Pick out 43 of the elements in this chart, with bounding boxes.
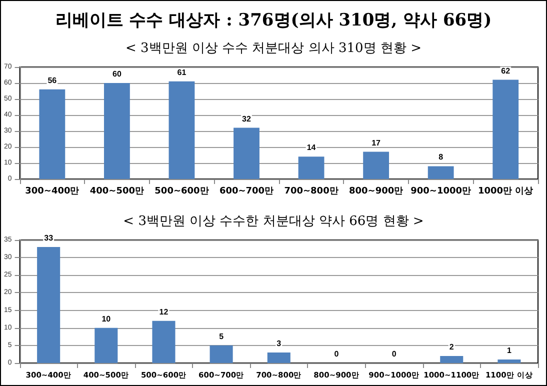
bar (298, 156, 324, 179)
bar (440, 356, 464, 363)
data-label: 32 (242, 114, 252, 124)
x-tick-label: 800~900만 (348, 186, 404, 196)
x-tick-label: 500~600만 (154, 186, 209, 196)
bar (168, 81, 195, 179)
bar (39, 89, 66, 179)
data-label: 2 (449, 342, 454, 352)
data-label: 33 (44, 234, 54, 243)
data-label: 56 (48, 76, 58, 85)
bar (104, 83, 130, 179)
x-tick-label: 700~800만 (284, 186, 338, 196)
data-label: 8 (438, 152, 444, 162)
data-label: 61 (177, 68, 187, 77)
data-label: 0 (392, 350, 397, 358)
chart-title: 리베이트 수수 대상자 : 376명(의사 310명, 약사 66명) (55, 10, 492, 30)
bar (267, 352, 290, 363)
bar (498, 359, 521, 363)
bar (210, 345, 233, 363)
bar (152, 320, 176, 363)
x-tick-label: 400~500만 (90, 186, 144, 196)
bar (37, 247, 60, 363)
chart-title: < 3백만원 이상 수수한 처분대상 약사 66명 현황 > (123, 214, 424, 229)
data-label: 62 (501, 66, 511, 76)
bar (94, 328, 118, 363)
data-label: 17 (372, 138, 382, 148)
data-label: 60 (112, 70, 122, 78)
x-tick-label: 600~700만 (219, 186, 274, 196)
bar (492, 80, 519, 179)
data-label: 1 (506, 346, 512, 355)
data-label: 10 (102, 314, 112, 324)
data-label: 12 (159, 307, 169, 316)
x-tick-label: 900~1000만 (410, 186, 472, 196)
chart-subtitle: < 3백만원 이상 수수 처분대상 의사 310명 현황 > (126, 41, 422, 56)
bar (428, 166, 454, 179)
data-label: 14 (306, 143, 316, 152)
x-tick-label: 1000만 이상 (478, 186, 534, 196)
data-label: 3 (276, 338, 282, 348)
x-tick-label: 300~400만 (25, 186, 80, 196)
bar (363, 152, 390, 179)
data-label: 5 (219, 332, 224, 341)
bar (234, 128, 260, 179)
data-label: 0 (334, 350, 340, 358)
